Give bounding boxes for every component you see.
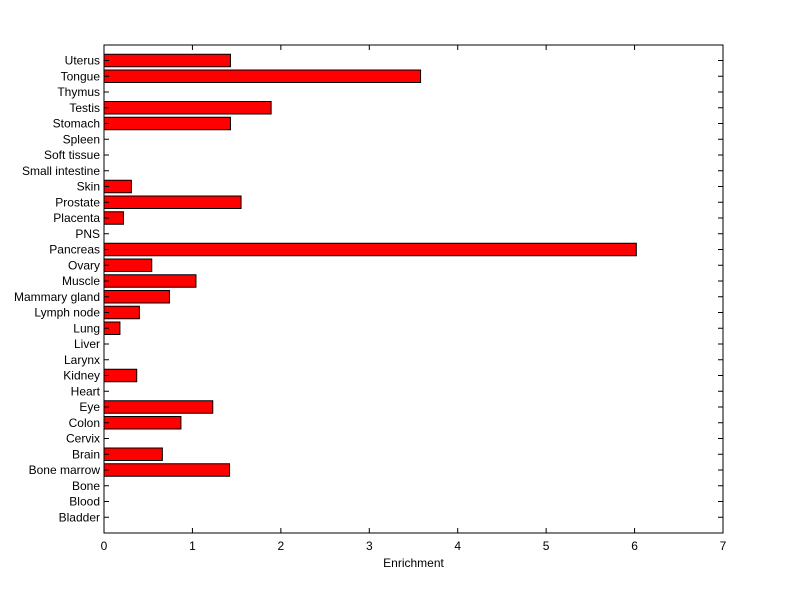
bar-stomach (103, 116, 231, 131)
y-tick-label-bone: Bone (72, 479, 100, 493)
y-tick-label-brain: Brain (72, 447, 100, 461)
y-tick-label-soft-tissue: Soft tissue (44, 148, 100, 162)
y-tick-label-mammary-gland: Mammary gland (14, 290, 100, 304)
y-tick-label-ovary: Ovary (68, 258, 100, 272)
plot-frame (103, 44, 724, 534)
bar-prostate (103, 195, 242, 209)
x-tick-label-1: 1 (189, 539, 196, 553)
bar-bone-marrow (103, 463, 231, 477)
y-tick-label-eye: Eye (79, 400, 100, 414)
y-tick-label-kidney: Kidney (63, 369, 100, 383)
bar-pancreas (103, 242, 637, 257)
x-axis-title: Enrichment (383, 556, 444, 570)
y-tick-label-uterus: Uterus (65, 54, 100, 68)
y-tick-label-larynx: Larynx (64, 353, 100, 367)
y-tick-label-testis: Testis (69, 101, 100, 115)
y-tick-label-liver: Liver (74, 337, 100, 351)
bar-brain (103, 447, 163, 461)
y-tick-label-skin: Skin (77, 180, 100, 194)
bar-colon (103, 416, 182, 430)
x-tick-label-0: 0 (101, 539, 108, 553)
y-tick-label-muscle: Muscle (62, 274, 100, 288)
bar-mammary-gland (103, 290, 170, 304)
y-tick-label-lung: Lung (73, 321, 100, 335)
y-tick-label-tongue: Tongue (61, 69, 101, 83)
y-tick-label-prostate: Prostate (55, 195, 100, 209)
y-tick-label-heart: Heart (71, 384, 101, 398)
bar-uterus (103, 53, 231, 68)
y-tick-label-bone-marrow: Bone marrow (29, 463, 101, 477)
x-tick-label-3: 3 (366, 539, 373, 553)
x-tick-label-2: 2 (278, 539, 285, 553)
y-tick-label-colon: Colon (69, 416, 100, 430)
bar-muscle (103, 274, 197, 288)
y-tick-label-thymus: Thymus (57, 85, 100, 99)
x-tick-label-5: 5 (543, 539, 550, 553)
y-tick-label-small-intestine: Small intestine (22, 164, 100, 178)
y-tick-label-spleen: Spleen (63, 132, 100, 146)
bar-testis (103, 101, 272, 115)
bar-tongue (103, 69, 422, 83)
x-tick-label-7: 7 (720, 539, 727, 553)
y-tick-label-bladder: Bladder (59, 510, 100, 524)
y-tick-label-stomach: Stomach (53, 117, 100, 131)
y-tick-label-placenta: Placenta (53, 211, 100, 225)
y-tick-label-lymph-node: Lymph node (34, 306, 100, 320)
bar-lymph-node (103, 305, 140, 320)
bar-ovary (103, 258, 153, 272)
y-tick-label-pns: PNS (75, 227, 100, 241)
bar-eye (103, 400, 214, 414)
y-tick-label-cervix: Cervix (66, 432, 100, 446)
y-tick-label-pancreas: Pancreas (49, 243, 100, 257)
x-axis-ticks: 0 1 2 3 4 5 6 7 (101, 45, 727, 553)
y-tick-label-blood: Blood (69, 495, 100, 509)
x-tick-label-6: 6 (631, 539, 638, 553)
x-tick-label-4: 4 (454, 539, 461, 553)
